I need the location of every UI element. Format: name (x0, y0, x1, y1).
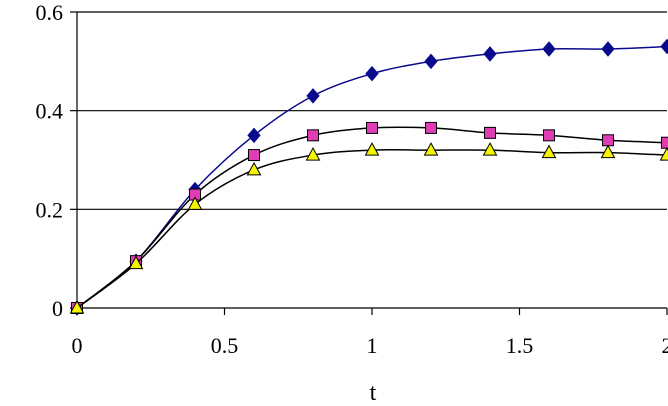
square-point-1-10 (661, 136, 668, 149)
triangle-point-2-4 (305, 147, 321, 161)
triangle-point-2-1 (128, 255, 144, 270)
triangle-point-2-2 (187, 196, 203, 210)
diamond-point-0-7 (483, 46, 497, 62)
triangle-point-2-3 (246, 161, 262, 176)
diamond-point-0-4 (306, 88, 320, 104)
y-tick-label-2: 0.4 (36, 99, 64, 124)
triangle-point-2-8 (541, 144, 557, 159)
x-tick-label-0: 0 (72, 333, 83, 358)
diamond-point-0-3 (247, 127, 261, 144)
diamond-point-0-8 (542, 41, 556, 57)
square-point-1-6 (425, 121, 437, 134)
series-line-1 (76, 126, 668, 309)
x-tick-label-1: 0.5 (211, 333, 239, 358)
diamond-point-0-6 (424, 53, 438, 70)
square-point-1-4 (307, 129, 319, 142)
y-tick-label-0: 0 (52, 296, 63, 321)
triangle-point-2-5 (364, 142, 380, 156)
diamond-point-0-5 (365, 65, 379, 82)
x-tick-label-4: 2 (662, 333, 668, 358)
series-group (69, 38, 668, 316)
axes (70, 11, 668, 315)
series-2 (69, 142, 668, 314)
series-line-0 (76, 45, 668, 309)
x-axis-title: t (370, 380, 377, 406)
series-0 (70, 38, 668, 316)
square-point-1-7 (484, 126, 496, 139)
triangle-point-2-0 (69, 299, 85, 314)
square-point-1-8 (543, 129, 555, 142)
triangle-point-2-6 (423, 142, 439, 156)
square-point-1-5 (366, 121, 378, 134)
triangle-point-2-9 (600, 144, 616, 159)
x-tick-label-2: 1 (367, 333, 378, 358)
grid-lines (77, 11, 667, 210)
tick-labels: 0 0.2 0.4 0.6 0 0.5 1 1.5 2 (36, 0, 668, 358)
x-tick-label-3: 1.5 (506, 333, 534, 358)
y-tick-label-3: 0.6 (36, 0, 64, 25)
triangle-point-2-10 (659, 147, 668, 161)
diamond-point-0-10 (660, 38, 668, 55)
square-point-1-3 (248, 149, 260, 162)
square-point-1-9 (602, 134, 614, 147)
diamond-point-0-9 (601, 41, 615, 57)
series-line-2 (76, 149, 668, 309)
y-tick-label-1: 0.2 (36, 197, 64, 222)
triangle-point-2-7 (482, 142, 498, 156)
